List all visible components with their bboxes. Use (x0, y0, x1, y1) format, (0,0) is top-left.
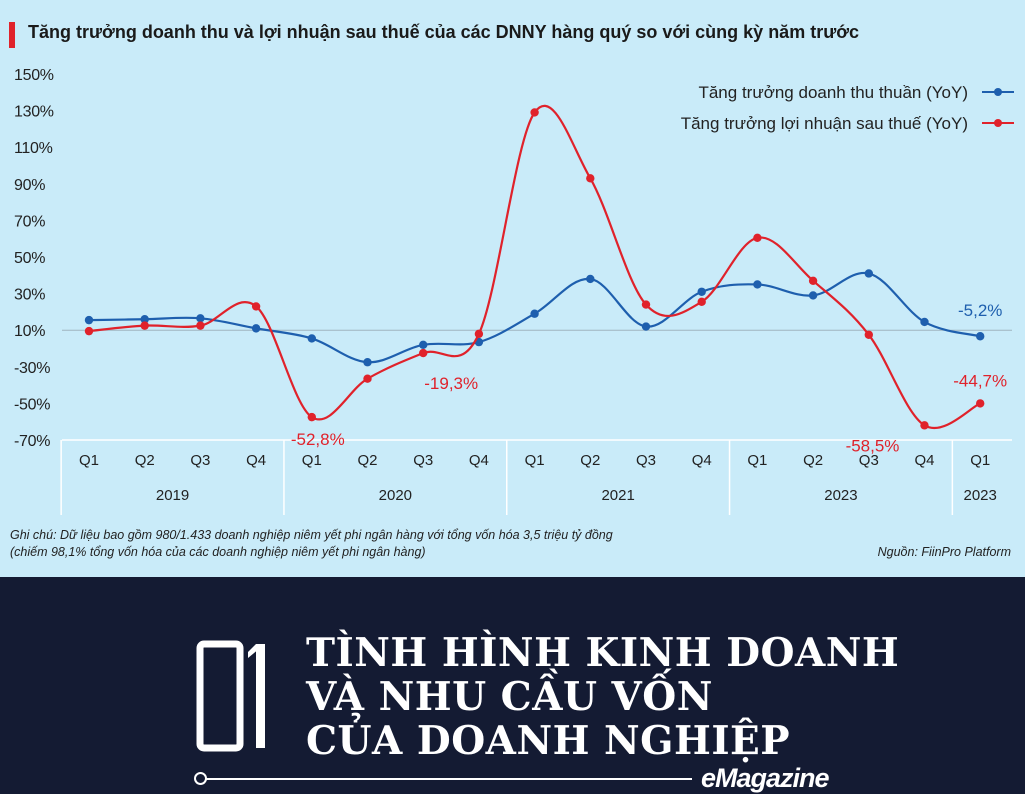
data-point-profit (363, 374, 372, 383)
data-point-revenue (307, 334, 316, 343)
data-point-revenue (530, 309, 539, 318)
data-point-revenue (976, 332, 985, 341)
series-line-profit (88, 104, 981, 429)
section-headline-line-2: VÀ NHU CẦU VỐN (306, 674, 713, 720)
data-point-profit (251, 302, 261, 311)
data-point-revenue (363, 358, 372, 367)
data-point-profit (530, 108, 539, 117)
data-point-revenue (753, 280, 762, 289)
data-point-revenue (920, 317, 929, 327)
data-point-revenue (808, 291, 818, 300)
section-headline-line-1: TÌNH HÌNH KINH DOANH (306, 630, 900, 676)
year-label: 2020 (379, 487, 412, 504)
data-point-revenue (84, 315, 94, 325)
legend-label: Tăng trưởng doanh thu thuần (YoY) (698, 83, 968, 102)
x-tick-label: Q3 (859, 452, 879, 469)
y-tick-label: 150% (14, 67, 54, 84)
section-number (196, 640, 265, 752)
x-tick-label: Q1 (747, 452, 767, 469)
y-tick-label: 90% (14, 177, 45, 194)
source-note: Nguồn: FiinPro Platform (877, 545, 1011, 559)
line-chart: 150% 130% 110% 90% 70% 50% 30% 10% -30% -50% -70% Q… (14, 67, 1014, 515)
data-point-profit (586, 174, 595, 183)
legend-swatch-dot (994, 119, 1002, 127)
x-tick-label: Q4 (692, 452, 712, 469)
y-tick-label: 70% (14, 213, 45, 230)
y-tick-label: -70% (14, 433, 50, 450)
data-point-revenue (697, 287, 706, 296)
year-label: 2019 (156, 487, 189, 504)
x-tick-label: Q3 (413, 452, 433, 469)
legend-swatch-dot (994, 88, 1002, 96)
x-tick-label: Q4 (469, 452, 489, 469)
data-label: -44,7% (953, 371, 1007, 390)
x-tick-label: Q3 (636, 452, 656, 469)
data-point-profit (140, 321, 149, 330)
data-label: -19,3% (424, 374, 478, 393)
section-headline-line-3: CỦA DOANH NGHIỆP (306, 718, 791, 764)
x-tick-label: Q1 (525, 452, 545, 469)
year-label: 2023 (824, 487, 857, 504)
data-label: -52,8% (291, 430, 345, 449)
data-point-revenue (196, 314, 205, 323)
title-accent-bar (9, 22, 15, 48)
x-tick-label: Q2 (135, 452, 155, 469)
x-tick-label: Q1 (302, 452, 322, 469)
legend-label: Tăng trưởng lợi nhuận sau thuế (YoY) (681, 114, 968, 133)
data-label: -5,2% (958, 301, 1002, 320)
series-line-revenue (88, 271, 981, 364)
data-point-profit (307, 412, 316, 422)
data-point-profit (419, 348, 428, 358)
y-tick-label: 50% (14, 250, 45, 267)
data-point-profit (976, 399, 985, 408)
data-point-profit (920, 421, 929, 430)
y-tick-label: 130% (14, 104, 54, 121)
y-tick-label: -30% (14, 360, 50, 377)
data-point-profit (864, 330, 873, 339)
x-tick-label: Q4 (246, 452, 266, 469)
data-label: -58,5% (846, 436, 900, 455)
y-tick-label: -50% (14, 396, 50, 413)
x-tick-label: Q1 (79, 452, 99, 469)
footnote-line-1: Ghi chú: Dữ liệu bao gồm 980/1.433 doanh… (10, 528, 613, 542)
data-point-profit (753, 233, 762, 242)
chart-panel (0, 0, 1025, 577)
data-point-profit (474, 329, 484, 339)
decorative-line (196, 778, 692, 780)
data-point-profit (196, 321, 205, 330)
decorative-dot (194, 772, 207, 785)
brand-logo: eMagazine (701, 763, 830, 793)
x-tick-label: Q4 (914, 452, 934, 469)
section-banner (0, 577, 1025, 794)
x-tick-label: Q2 (580, 452, 600, 469)
y-tick-label: 110% (14, 140, 53, 157)
x-tick-label: Q3 (190, 452, 210, 469)
year-label: 2023 (964, 487, 997, 504)
footnote-line-2: (chiếm 98,1% tổng vốn hóa của các doanh … (10, 545, 426, 559)
year-label: 2021 (601, 487, 634, 504)
data-point-profit (697, 297, 706, 307)
x-tick-label: Q2 (803, 452, 823, 469)
data-point-revenue (864, 269, 873, 278)
data-point-profit (84, 326, 94, 336)
data-point-revenue (140, 315, 149, 324)
y-tick-label: 30% (14, 287, 45, 304)
y-tick-label: 10% (14, 323, 45, 340)
data-point-profit (808, 276, 818, 285)
data-point-revenue (251, 324, 261, 333)
x-tick-label: Q2 (357, 452, 377, 469)
data-point-revenue (641, 322, 651, 331)
x-tick-label: Q1 (970, 452, 990, 469)
data-point-revenue (586, 274, 595, 284)
chart-title: Tăng trưởng doanh thu và lợi nhuận sau t… (28, 22, 860, 42)
data-point-revenue (419, 340, 428, 350)
data-point-profit (641, 300, 651, 309)
